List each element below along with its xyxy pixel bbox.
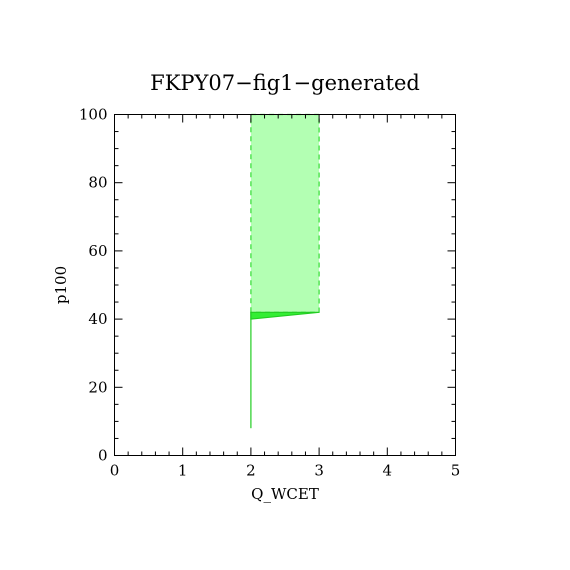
x-tick-label: 3 (314, 462, 324, 480)
x-axis-label: Q_WCET (251, 485, 319, 503)
y-tick-label: 20 (88, 378, 107, 396)
x-tick-label: 4 (383, 462, 393, 480)
region-1 (250, 311, 320, 320)
chart-title: FKPY07−fig1−generated (150, 71, 420, 95)
y-axis-label: p100 (52, 266, 70, 304)
y-tick-label: 80 (88, 174, 107, 192)
axis-ticks: 0 1 2 3 4 5 0 20 40 60 80 100 (79, 106, 460, 480)
x-tick-label: 2 (246, 462, 256, 480)
y-tick-label: 40 (88, 310, 107, 328)
y-tick-label: 100 (79, 106, 108, 124)
x-tick-label: 5 (451, 462, 461, 480)
plot-area (250, 113, 320, 429)
x-tick-label: 0 (110, 462, 120, 480)
x-tick-label: 1 (178, 462, 188, 480)
region-0 (250, 113, 320, 313)
y-tick-label: 60 (88, 242, 107, 260)
y-tick-label: 0 (98, 447, 108, 465)
